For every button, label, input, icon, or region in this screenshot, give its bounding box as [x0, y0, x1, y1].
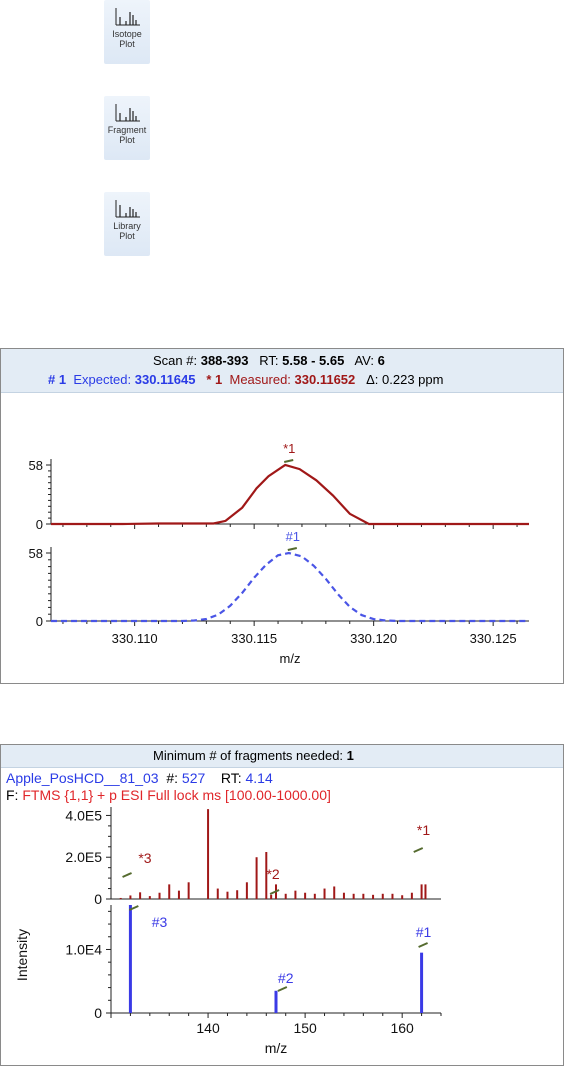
fragment-plot-panel: Minimum # of fragments needed: 1 Apple_P… [0, 744, 564, 1066]
isotope-plot-button[interactable]: Isotope Plot [104, 0, 150, 64]
isotope-chart: 58 0 *1 58 0 #1 330.110 330.115 330.120 330.125 m/… [29, 441, 529, 666]
annotation-label: *3 [138, 850, 151, 866]
measured-id: * 1 [206, 372, 223, 387]
filter-row: F: FTMS {1,1} + p ESI Full lock ms [100.… [6, 787, 331, 803]
scan-label: #: [166, 770, 179, 786]
x-tick-label: 330.125 [470, 631, 517, 646]
library-plot-icon [115, 200, 140, 218]
peak-label: #1 [286, 529, 300, 544]
top-y-tick-label: 58 [29, 458, 43, 473]
isotope-plot-panel: Scan #: 388-393 RT: 5.58 - 5.65 AV: 6 # … [0, 348, 564, 684]
isotope-plot-header: Scan #: 388-393 RT: 5.58 - 5.65 AV: 6 # … [1, 349, 563, 393]
x-tick-label: 330.115 [231, 631, 277, 646]
mass-info-row: # 1 Expected: 330.11645 * 1 Measured: 33… [48, 372, 443, 388]
x-tick-label: 150 [293, 1020, 317, 1036]
scan-value: 388-393 [200, 353, 249, 368]
expected-id: # 1 [48, 372, 67, 387]
scan-label: Scan #: [153, 353, 198, 368]
isotope-plot-label: Isotope Plot [112, 29, 142, 49]
bottom-y-tick-label: 58 [29, 546, 43, 561]
annotation-marker [277, 986, 288, 992]
annotation-marker [413, 847, 424, 853]
isotope-plot-icon [115, 8, 140, 26]
file-info-row: Apple_PosHCD__81_03 #: 527 RT: 4.14 [6, 770, 273, 786]
measured-value: 330.11652 [294, 372, 356, 387]
expected-label: Expected: [73, 372, 132, 387]
top-y-tick-label: 0 [94, 891, 102, 907]
scan-value: 527 [181, 770, 206, 786]
annotation-marker [122, 872, 132, 878]
measured-label: Measured: [229, 372, 291, 387]
bottom-y-tick-label: 0 [36, 614, 43, 629]
y-axis-label: Intensity [14, 929, 30, 981]
annotation-label: *1 [417, 822, 430, 838]
annotation-label: #1 [416, 924, 432, 940]
peak-marker [284, 459, 294, 463]
fragment-plot-header: Minimum # of fragments needed: 1 [1, 745, 563, 768]
library-plot-button[interactable]: Library Plot [104, 192, 150, 256]
filter-value: FTMS {1,1} + p ESI Full lock ms [100.00-… [22, 787, 331, 803]
annotation-marker [128, 905, 139, 911]
bottom-y-tick-label: 0 [94, 1005, 102, 1021]
rt-label: RT: [259, 353, 279, 368]
min-fragments-label: Minimum # of fragments needed: [153, 748, 344, 763]
rt-label: RT: [220, 770, 242, 786]
top-y-tick-label: 4.0E5 [65, 807, 102, 823]
series-line-#1 [51, 551, 529, 623]
fragment-chart: 0 2.0E5 4.0E5 0 1.0E4 *1 *2 *3 #1 #2 #3 140 150 160 m/… [14, 807, 442, 1056]
x-tick-label: 140 [196, 1020, 220, 1036]
fragment-plot-label: Fragment Plot [107, 125, 147, 145]
x-axis-label: m/z [265, 1040, 288, 1056]
x-tick-label: 160 [390, 1020, 414, 1036]
annotation-marker [269, 889, 280, 895]
filter-label: F: [6, 787, 19, 803]
av-label: AV: [354, 353, 374, 368]
scan-info-row: Scan #: 388-393 RT: 5.58 - 5.65 AV: 6 [153, 353, 385, 369]
peak-marker [287, 547, 298, 551]
fragment-plot-icon [115, 104, 140, 122]
bottom-y-tick-label: 1.0E4 [65, 941, 102, 957]
annotation-label: #2 [278, 970, 294, 986]
delta-value: 0.223 ppm [382, 372, 444, 387]
file-name: Apple_PosHCD__81_03 [6, 770, 159, 786]
library-plot-label: Library Plot [113, 221, 141, 241]
rt-value: 5.58 - 5.65 [282, 353, 345, 368]
av-value: 6 [377, 353, 385, 368]
rt-value: 4.14 [245, 770, 273, 786]
annotation-marker [418, 942, 428, 948]
expected-value: 330.11645 [134, 372, 196, 387]
delta-label: Δ: [366, 372, 379, 387]
top-y-tick-label: 2.0E5 [65, 849, 102, 865]
peak-label: *1 [283, 441, 295, 456]
annotation-label: *2 [266, 866, 279, 882]
x-tick-label: 330.120 [350, 631, 397, 646]
min-fragments-value: 1 [346, 748, 354, 763]
fragment-plot-button[interactable]: Fragment Plot [104, 96, 150, 160]
min-fragments-row: Minimum # of fragments needed: 1 [153, 748, 354, 764]
x-axis-label: m/z [280, 651, 301, 666]
x-tick-label: 330.110 [112, 631, 158, 646]
annotation-label: #3 [152, 914, 168, 930]
top-y-tick-label: 0 [36, 517, 43, 532]
series-line-*1 [51, 463, 529, 526]
